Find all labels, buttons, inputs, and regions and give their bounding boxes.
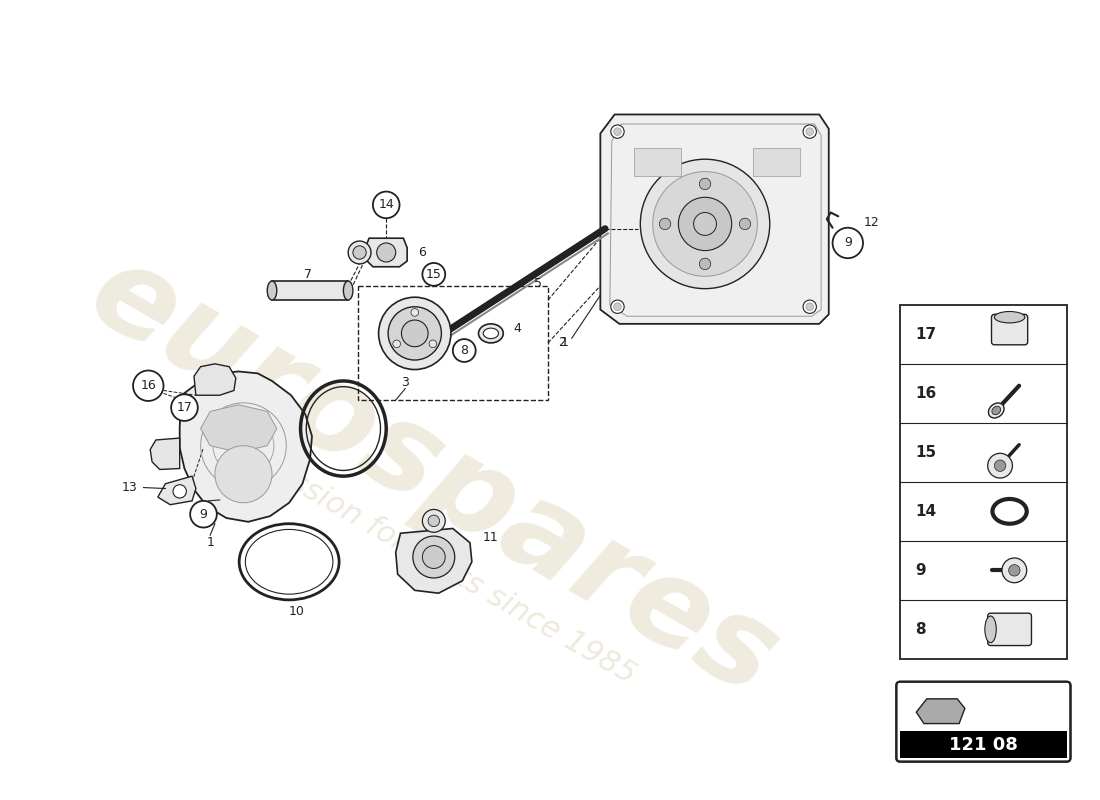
- Text: 1: 1: [560, 336, 568, 350]
- Ellipse shape: [478, 324, 504, 343]
- Circle shape: [659, 218, 671, 230]
- Circle shape: [994, 460, 1005, 471]
- Text: 121 08: 121 08: [949, 735, 1018, 754]
- Text: 8: 8: [915, 622, 926, 637]
- Text: 7: 7: [305, 268, 312, 281]
- Bar: [900, 305, 1067, 659]
- Circle shape: [652, 171, 758, 276]
- FancyBboxPatch shape: [896, 682, 1070, 762]
- Polygon shape: [365, 238, 407, 266]
- Circle shape: [378, 298, 451, 370]
- Text: 16: 16: [141, 379, 156, 392]
- Circle shape: [803, 125, 816, 138]
- Text: 5: 5: [535, 278, 542, 290]
- Circle shape: [453, 339, 475, 362]
- Text: 11: 11: [483, 531, 498, 545]
- Circle shape: [133, 370, 164, 401]
- Bar: [358, 286, 548, 400]
- Ellipse shape: [994, 311, 1025, 323]
- Polygon shape: [157, 476, 196, 505]
- Circle shape: [428, 515, 440, 526]
- FancyBboxPatch shape: [988, 613, 1032, 646]
- Text: 4: 4: [514, 322, 521, 335]
- Polygon shape: [396, 529, 472, 593]
- Circle shape: [803, 300, 816, 314]
- FancyBboxPatch shape: [991, 314, 1027, 345]
- Circle shape: [422, 546, 446, 569]
- Circle shape: [1009, 565, 1020, 576]
- Circle shape: [411, 309, 419, 316]
- Ellipse shape: [425, 334, 433, 351]
- Text: 17: 17: [915, 327, 936, 342]
- Bar: [900, 731, 1067, 758]
- Circle shape: [1002, 558, 1026, 582]
- Polygon shape: [194, 364, 235, 395]
- Text: 14: 14: [915, 504, 936, 519]
- Circle shape: [610, 300, 624, 314]
- Ellipse shape: [984, 616, 997, 642]
- Circle shape: [679, 198, 732, 250]
- Polygon shape: [179, 371, 312, 522]
- Polygon shape: [916, 699, 965, 723]
- Ellipse shape: [343, 281, 353, 300]
- Text: 9: 9: [915, 563, 926, 578]
- Polygon shape: [272, 281, 348, 300]
- Ellipse shape: [267, 281, 277, 300]
- Circle shape: [373, 191, 399, 218]
- Circle shape: [422, 263, 446, 286]
- Circle shape: [429, 340, 437, 348]
- Text: 14: 14: [378, 198, 394, 211]
- Text: 6: 6: [418, 246, 427, 259]
- Text: 13: 13: [121, 481, 138, 494]
- Bar: [634, 148, 681, 176]
- Circle shape: [610, 125, 624, 138]
- Bar: [752, 148, 800, 176]
- Text: 16: 16: [915, 386, 936, 401]
- Circle shape: [412, 536, 454, 578]
- Polygon shape: [200, 405, 277, 452]
- Circle shape: [614, 128, 622, 135]
- Circle shape: [988, 454, 1012, 478]
- Ellipse shape: [992, 406, 1001, 414]
- Text: 3: 3: [402, 376, 409, 390]
- Ellipse shape: [989, 403, 1004, 418]
- Polygon shape: [151, 438, 179, 470]
- Text: 9: 9: [199, 508, 208, 521]
- Circle shape: [348, 241, 371, 264]
- Text: 17: 17: [176, 401, 192, 414]
- Circle shape: [640, 159, 770, 289]
- Circle shape: [190, 501, 217, 527]
- Text: 2: 2: [559, 336, 566, 350]
- Text: 10: 10: [289, 605, 305, 618]
- Circle shape: [214, 446, 272, 502]
- Circle shape: [806, 128, 814, 135]
- Circle shape: [172, 394, 198, 421]
- Text: 15: 15: [426, 268, 442, 281]
- Text: a passion for parts since 1985: a passion for parts since 1985: [227, 434, 640, 690]
- Circle shape: [694, 213, 716, 235]
- Text: 1: 1: [206, 536, 214, 550]
- Circle shape: [388, 306, 441, 360]
- Circle shape: [353, 246, 366, 259]
- Text: eurospares: eurospares: [70, 232, 798, 720]
- Circle shape: [700, 258, 711, 270]
- Circle shape: [393, 340, 400, 348]
- Circle shape: [833, 228, 864, 258]
- Text: 15: 15: [915, 445, 936, 460]
- Circle shape: [422, 510, 446, 532]
- Circle shape: [806, 303, 814, 310]
- Circle shape: [700, 178, 711, 190]
- Circle shape: [402, 320, 428, 346]
- Text: 8: 8: [460, 344, 469, 357]
- Circle shape: [739, 218, 750, 230]
- Circle shape: [173, 485, 186, 498]
- Text: 9: 9: [844, 237, 851, 250]
- Circle shape: [376, 243, 396, 262]
- Circle shape: [614, 303, 622, 310]
- Polygon shape: [601, 114, 828, 324]
- Ellipse shape: [483, 328, 498, 338]
- Text: 12: 12: [864, 215, 880, 229]
